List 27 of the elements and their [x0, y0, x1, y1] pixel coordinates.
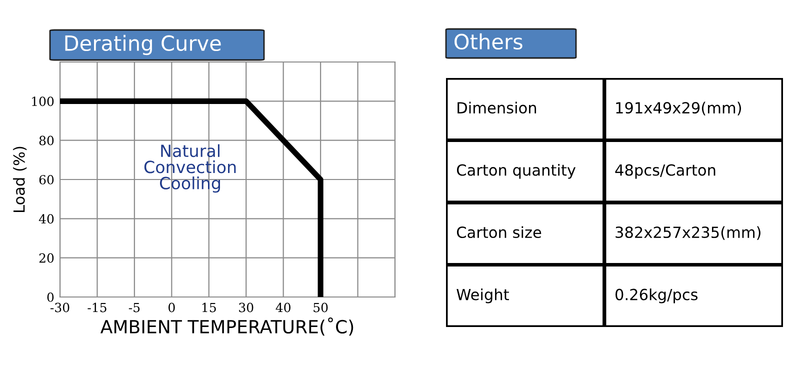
annotation: Natural Convection Cooling	[144, 144, 236, 193]
x-tick-label: -5	[128, 302, 140, 312]
x-tick-label: 40	[276, 302, 290, 312]
text: Carton quantity	[456, 164, 576, 179]
chart-title: Derating Curve	[65, 34, 221, 56]
x-tick-label: 30	[239, 302, 254, 312]
text: 191x49x29(mm)	[616, 102, 741, 116]
text: Dimension	[458, 102, 536, 114]
text: 0.26kg/pcs	[616, 288, 698, 304]
y-tick-label: 20	[39, 253, 54, 263]
text: Carton size	[456, 226, 542, 238]
x-axis-title: AMBIENT TEMPERATURE(˚C)	[100, 317, 354, 336]
text: 48pcs/Carton	[615, 164, 716, 179]
y-tick-label: 0	[47, 292, 54, 302]
x-tick-label: 0	[168, 302, 175, 312]
x-tick-label: 50	[314, 302, 328, 312]
y-tick-label: 60	[39, 174, 54, 184]
text: Others	[454, 33, 522, 50]
y-tick-label: 40	[38, 214, 54, 224]
y-tick-label: 80	[39, 136, 54, 146]
x-tick-label: -30	[50, 302, 70, 312]
y-tick-label: 100	[32, 96, 54, 106]
text: Weight	[456, 288, 509, 304]
y-axis-title: Load (%)	[13, 146, 27, 212]
text: 382x257x235(mm)	[616, 226, 760, 240]
x-tick-label: 15	[202, 302, 216, 312]
x-tick-label: -15	[88, 302, 106, 312]
